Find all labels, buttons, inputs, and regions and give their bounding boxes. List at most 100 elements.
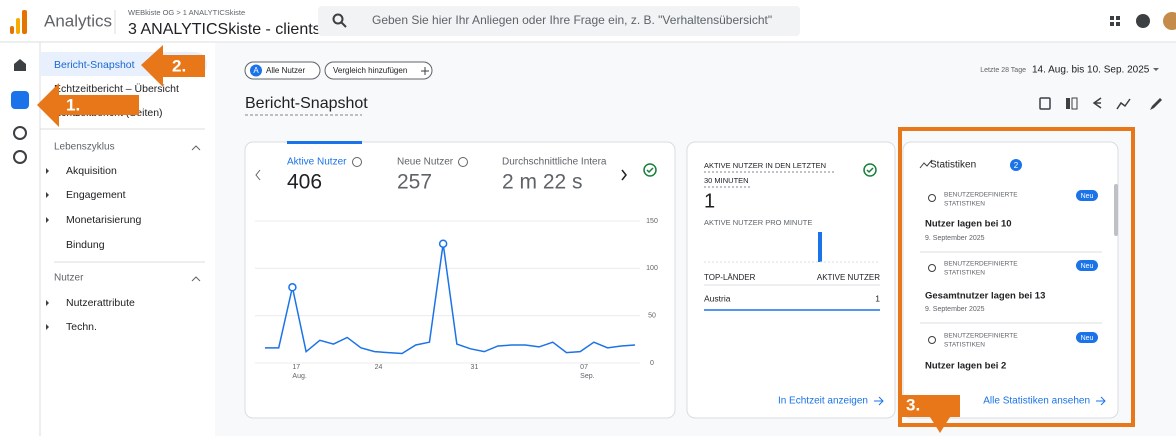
insight-title: Gesamtnutzer lagen bei 13 <box>925 291 1045 302</box>
logo <box>16 18 20 34</box>
highlight-frame <box>898 127 1135 427</box>
link[interactable]: In Echtzeit anzeigen <box>778 396 868 407</box>
info-icon[interactable] <box>352 157 362 167</box>
nav-item[interactable]: Techn. <box>66 321 97 333</box>
collapse-icon[interactable] <box>191 145 201 151</box>
next-button[interactable] <box>621 169 627 181</box>
badge-label: Neu <box>1081 193 1094 200</box>
insight[interactable]: BENUTZERDEFINIERTE STATISTIKEN Neu Nutze… <box>925 190 1098 242</box>
x-tick-label: 24 <box>375 364 383 371</box>
nav-item[interactable]: Nutzerattribute <box>66 297 135 309</box>
prev-button[interactable] <box>255 169 261 181</box>
search-placeholder[interactable]: Geben Sie hier Ihr Anliegen oder Ihre Fr… <box>372 13 772 27</box>
y-tick-label: 100 <box>646 265 658 272</box>
x-tick-label: 07 <box>580 364 588 371</box>
card-title: AKTIVE NUTZER IN DEN LETZTEN <box>704 161 826 170</box>
toolbar: A Alle Nutzer Vergleich hinzufügen Letzt… <box>244 61 1162 116</box>
section-title[interactable]: Nutzer <box>54 273 84 284</box>
nav-item[interactable]: Bericht-Snapshot <box>54 59 135 71</box>
logo <box>10 26 14 34</box>
avatar[interactable] <box>1163 12 1176 30</box>
bulb-icon <box>928 264 936 272</box>
home-icon[interactable] <box>14 59 26 71</box>
reports-icon[interactable] <box>11 91 29 109</box>
segment-avatar-letter: A <box>253 66 259 75</box>
metric-label[interactable]: Aktive Nutzer <box>287 157 347 168</box>
nav-item[interactable]: Echtzeitbericht – Übersicht <box>54 83 179 95</box>
status-icon <box>866 167 874 174</box>
segment-avatar <box>250 64 262 77</box>
insight-type: STATISTIKEN <box>944 201 985 208</box>
advertising-icon[interactable] <box>13 150 27 164</box>
nav-item[interactable]: Akquisition <box>66 165 117 177</box>
search-icon <box>332 13 344 25</box>
nav-item[interactable]: Engagement <box>66 189 126 201</box>
insight-type: BENUTZERDEFINIERTE <box>944 333 1018 340</box>
share-icon[interactable] <box>1092 97 1102 109</box>
insight[interactable]: BENUTZERDEFINIERTE STATISTIKEN Neu Nutze… <box>925 332 1098 372</box>
minute-bar <box>818 232 822 262</box>
x-tick-label: 17 <box>292 364 300 371</box>
insight-date: 9. September 2025 <box>925 306 985 313</box>
status-icon <box>863 163 877 177</box>
count: 2 <box>1014 161 1019 170</box>
metric-label[interactable]: Neue Nutzer <box>397 157 454 168</box>
nav-item[interactable]: Bindung <box>66 239 105 251</box>
search-box[interactable] <box>318 6 800 36</box>
explore-icon[interactable] <box>13 126 27 140</box>
compare-chip[interactable] <box>324 61 433 80</box>
date-range[interactable]: 14. Aug. bis 10. Sep. 2025 <box>1032 65 1150 76</box>
insight[interactable]: BENUTZERDEFINIERTE STATISTIKEN Neu Gesam… <box>925 260 1098 313</box>
x-tick-label: 31 <box>471 364 479 371</box>
app-name: Analytics <box>44 11 112 30</box>
count-badge <box>1010 159 1022 171</box>
point-marker <box>288 283 297 292</box>
insight-type: BENUTZERDEFINIERTE <box>944 261 1018 268</box>
overview-card: Aktive Nutzer 406 Neue Nutzer 257 Durchs… <box>244 141 676 419</box>
card-title: 30 MINUTEN <box>704 176 749 185</box>
insight-title: Nutzer lagen bei 2 <box>925 361 1006 372</box>
arrow-callout <box>141 45 205 87</box>
breadcrumb: WEBkiste OG > 1 ANALYTICSkiste <box>128 8 245 17</box>
card <box>686 141 896 419</box>
compare-label[interactable]: Vergleich hinzufügen <box>333 66 407 75</box>
arrow-icon[interactable] <box>874 396 884 406</box>
expand-icon <box>46 192 49 198</box>
info-icon[interactable] <box>458 157 468 167</box>
link[interactable]: Alle Statistiken ansehen <box>983 396 1090 407</box>
table-cell: 1 <box>875 293 880 303</box>
metric-label[interactable]: Durchschnittliche Intera <box>502 157 607 168</box>
arrow-icon[interactable] <box>1096 396 1106 406</box>
property-selector[interactable]: 3 ANALYTICSkiste - clientside <box>128 21 342 38</box>
annotations: 1. 2. 3. <box>37 45 1135 433</box>
compare-icon[interactable] <box>1066 98 1070 109</box>
nav-item[interactable]: Monetarisierung <box>66 214 141 226</box>
card <box>244 141 676 419</box>
arrow-callout <box>37 83 139 127</box>
expand-icon <box>46 217 49 223</box>
scrollbar[interactable] <box>1114 184 1118 236</box>
segment-label[interactable]: Alle Nutzer <box>266 66 305 75</box>
segment-chip[interactable] <box>244 61 321 80</box>
compare-icon[interactable] <box>1071 97 1078 110</box>
logo <box>22 10 27 34</box>
expand-icon <box>46 168 49 174</box>
bulb-icon <box>928 336 936 344</box>
edit-icon[interactable] <box>1150 98 1162 110</box>
line <box>265 243 636 355</box>
apps-icon[interactable] <box>1110 16 1120 26</box>
insights-card: Statistiken 2 BENUTZERDEFINIERTE STATIST… <box>902 141 1119 419</box>
add-icon <box>421 67 429 75</box>
dropdown-icon[interactable] <box>1153 68 1159 71</box>
card <box>902 141 1119 419</box>
annotate-icon[interactable] <box>1039 97 1051 110</box>
badge-label: Neu <box>1081 335 1094 342</box>
help-icon[interactable] <box>1136 14 1150 28</box>
section-title[interactable]: Lebenszyklus <box>54 142 115 153</box>
insights-icon[interactable] <box>1116 98 1131 110</box>
callout-label: 3. <box>906 395 920 414</box>
metric-value: 2 m 22 s <box>502 171 583 194</box>
header: Analytics WEBkiste OG > 1 ANALYTICSkiste… <box>0 6 1176 43</box>
collapse-icon[interactable] <box>191 276 201 282</box>
